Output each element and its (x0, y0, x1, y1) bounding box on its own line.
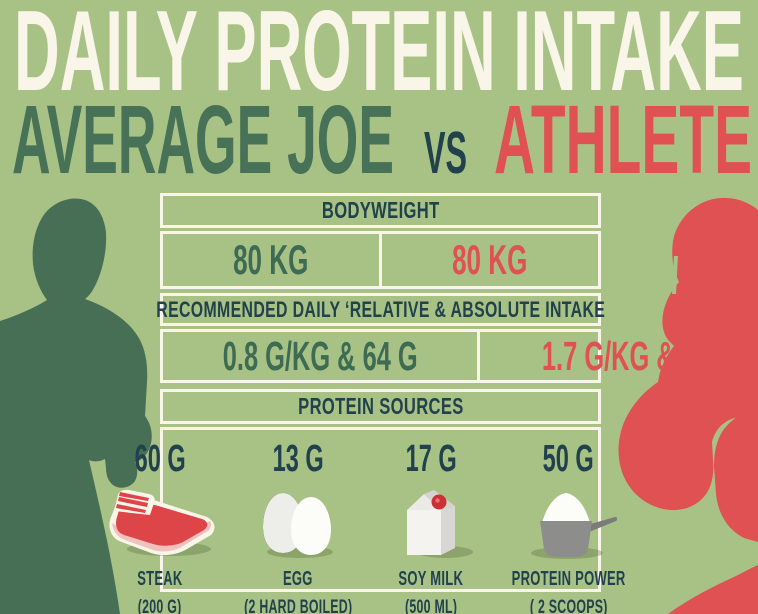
steak-grams: 60 G (134, 438, 186, 480)
main-title: DAILY PROTEIN INTAKE (14, 6, 744, 100)
protein-powder-grams: 50 G (542, 438, 595, 480)
source-column-soy-milk: 17 G SOY MILK (500 ML) (381, 432, 481, 614)
subject-left-text: AVERAGE JOE (12, 99, 394, 179)
sources-header-box: PROTEIN SOURCES (160, 389, 601, 424)
egg-qty: (2 HARD BOILED) (244, 597, 353, 614)
soy-milk-icon (407, 490, 474, 558)
protein-powder-name: PROTEIN POWER (511, 568, 626, 590)
intake-athlete-cell: 1.7 G/KG &136 G (477, 332, 758, 380)
source-column-steak: 60 G STEAK (200 G) (105, 432, 215, 614)
intake-joe-value: 0.8 G/KG & 64 G (222, 332, 418, 379)
steak-qty: (200 G) (138, 597, 182, 614)
intake-header-box: RECOMMENDED DAILY ‘RELATIVE & ABSOLUTE I… (156, 293, 605, 326)
athlete-silhouette (618, 197, 758, 614)
intake-athlete-value: 1.7 G/KG &136 G (542, 332, 745, 379)
bodyweight-athlete-value: 80 KG (452, 236, 528, 283)
intake-header: RECOMMENDED DAILY ‘RELATIVE & ABSOLUTE I… (156, 296, 605, 322)
subject-right-text: ATHLETE (494, 99, 752, 179)
bodyweight-joe-cell: 80 KG (163, 234, 379, 286)
protein-powder-icon (531, 493, 618, 559)
egg-grams: 13 G (272, 438, 324, 480)
versus-text: VS (424, 120, 467, 179)
bodyweight-row: 80 KG 80 KG (160, 231, 601, 289)
soy-milk-name: SOY MILK (398, 568, 464, 590)
subtitle-row: AVERAGE JOE VS ATHLETE (12, 99, 752, 179)
bodyweight-joe-value: 80 KG (233, 236, 309, 283)
average-joe-silhouette (0, 198, 152, 614)
bodyweight-header: BODYWEIGHT (321, 197, 440, 223)
bodyweight-header-box: BODYWEIGHT (160, 193, 601, 228)
egg-icon (263, 493, 334, 558)
bodyweight-athlete-cell: 80 KG (379, 234, 598, 286)
main-title-text: DAILY PROTEIN INTAKE (14, 6, 744, 100)
sources-header: PROTEIN SOURCES (297, 393, 464, 419)
source-column-egg: 13 G EGG (2 HARD BOILED) (215, 432, 381, 614)
soy-milk-grams: 17 G (405, 438, 457, 480)
intake-row: 0.8 G/KG & 64 G 1.7 G/KG &136 G (160, 329, 744, 383)
egg-name: EGG (283, 568, 313, 590)
sources-body: 60 G STEAK (200 G) 13 G (109, 427, 625, 614)
intake-joe-cell: 0.8 G/KG & 64 G (163, 332, 477, 380)
protein-powder-qty: ( 2 SCOOPS) (529, 597, 608, 614)
source-column-protein-powder: 50 G PROTEIN POWER ( 2 SCOOPS) (481, 432, 656, 614)
soy-milk-qty: (500 ML) (405, 597, 458, 614)
steak-name: STEAK (137, 568, 183, 590)
steak-icon (109, 489, 215, 556)
